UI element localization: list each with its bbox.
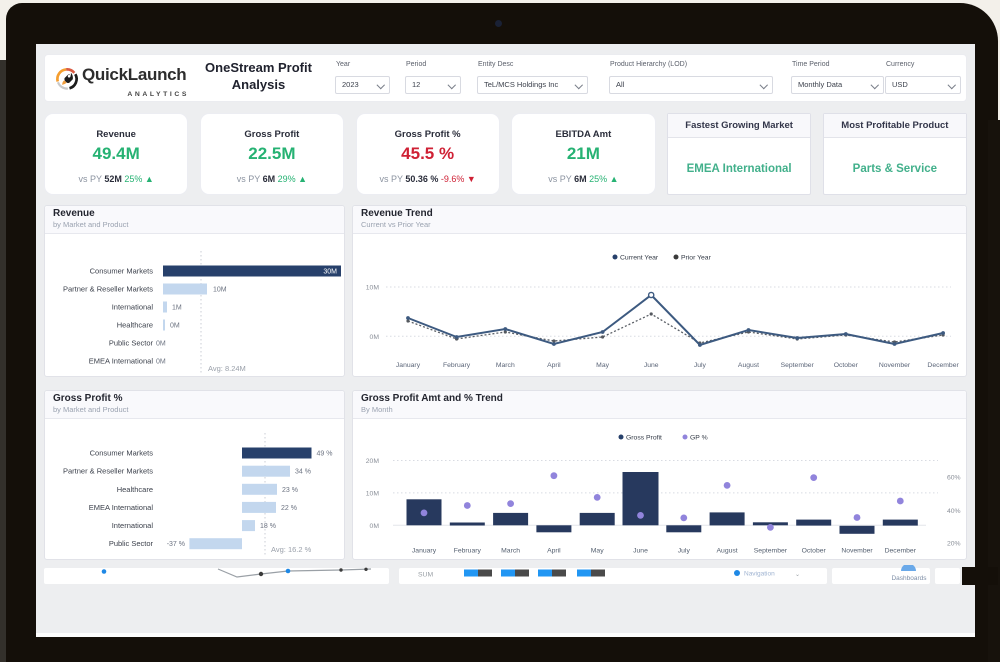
svg-text:February: February [454, 548, 482, 555]
svg-text:Avg: 16.2 %: Avg: 16.2 % [271, 545, 312, 554]
svg-text:10M: 10M [366, 490, 380, 497]
svg-text:18 %: 18 % [260, 523, 276, 530]
svg-text:April: April [547, 548, 561, 555]
svg-text:Navigation: Navigation [744, 571, 775, 578]
svg-text:March: March [496, 362, 515, 369]
svg-text:Healthcare: Healthcare [117, 485, 153, 494]
svg-text:20M: 20M [366, 458, 380, 465]
svg-text:June: June [633, 548, 648, 555]
svg-text:30M: 30M [323, 269, 337, 276]
svg-text:Consumer Markets: Consumer Markets [90, 267, 154, 276]
svg-text:Avg: 8.24M: Avg: 8.24M [208, 364, 246, 373]
svg-text:10M: 10M [213, 287, 227, 294]
svg-text:49 %: 49 % [317, 451, 333, 458]
svg-text:Consumer Markets: Consumer Markets [90, 449, 154, 458]
svg-text:October: October [802, 548, 827, 555]
svg-text:July: July [678, 548, 691, 555]
svg-text:23 %: 23 % [282, 487, 298, 494]
svg-text:October: October [834, 362, 859, 369]
svg-text:GP %: GP % [690, 435, 708, 442]
svg-text:0M: 0M [156, 341, 166, 348]
svg-text:January: January [396, 362, 421, 369]
svg-text:Healthcare: Healthcare [117, 321, 153, 330]
svg-text:Public Sector: Public Sector [109, 339, 154, 348]
svg-text:November: November [841, 548, 873, 555]
svg-text:March: March [501, 548, 520, 555]
svg-text:May: May [591, 548, 604, 555]
svg-text:June: June [644, 362, 659, 369]
svg-text:0M: 0M [370, 334, 380, 341]
svg-text:July: July [694, 362, 707, 369]
svg-text:Public Sector: Public Sector [109, 539, 154, 548]
svg-text:-37 %: -37 % [167, 541, 185, 548]
svg-text:60%: 60% [947, 475, 961, 482]
svg-text:May: May [596, 362, 609, 369]
svg-text:September: September [781, 362, 815, 369]
svg-text:International: International [112, 303, 154, 312]
svg-text:April: April [547, 362, 561, 369]
svg-text:December: December [927, 362, 959, 369]
svg-text:February: February [443, 362, 471, 369]
svg-text:September: September [754, 548, 788, 555]
svg-text:⌄: ⌄ [795, 572, 800, 578]
svg-text:10M: 10M [366, 285, 380, 292]
svg-text:November: November [879, 362, 911, 369]
svg-text:1M: 1M [172, 305, 182, 312]
svg-text:Prior Year: Prior Year [681, 255, 712, 262]
svg-text:EMEA International: EMEA International [89, 357, 154, 366]
svg-text:Partner & Reseller Markets: Partner & Reseller Markets [63, 285, 153, 294]
svg-text:Gross Profit: Gross Profit [626, 435, 662, 442]
svg-text:34 %: 34 % [295, 469, 311, 476]
svg-text:20%: 20% [947, 541, 961, 548]
svg-text:EMEA International: EMEA International [89, 503, 154, 512]
svg-text:40%: 40% [947, 508, 961, 515]
svg-text:Current Year: Current Year [620, 255, 659, 262]
svg-text:January: January [412, 548, 437, 555]
svg-text:August: August [738, 362, 759, 369]
svg-text:22 %: 22 % [281, 505, 297, 512]
svg-text:0M: 0M [370, 523, 380, 530]
svg-text:0M: 0M [170, 323, 180, 330]
svg-text:Partner & Reseller Markets: Partner & Reseller Markets [63, 467, 153, 476]
svg-text:Dashboards: Dashboards [891, 575, 927, 582]
svg-text:SUM: SUM [418, 572, 433, 579]
svg-text:0M: 0M [156, 359, 166, 366]
svg-text:December: December [885, 548, 917, 555]
svg-text:International: International [112, 521, 154, 530]
svg-text:August: August [717, 548, 738, 555]
